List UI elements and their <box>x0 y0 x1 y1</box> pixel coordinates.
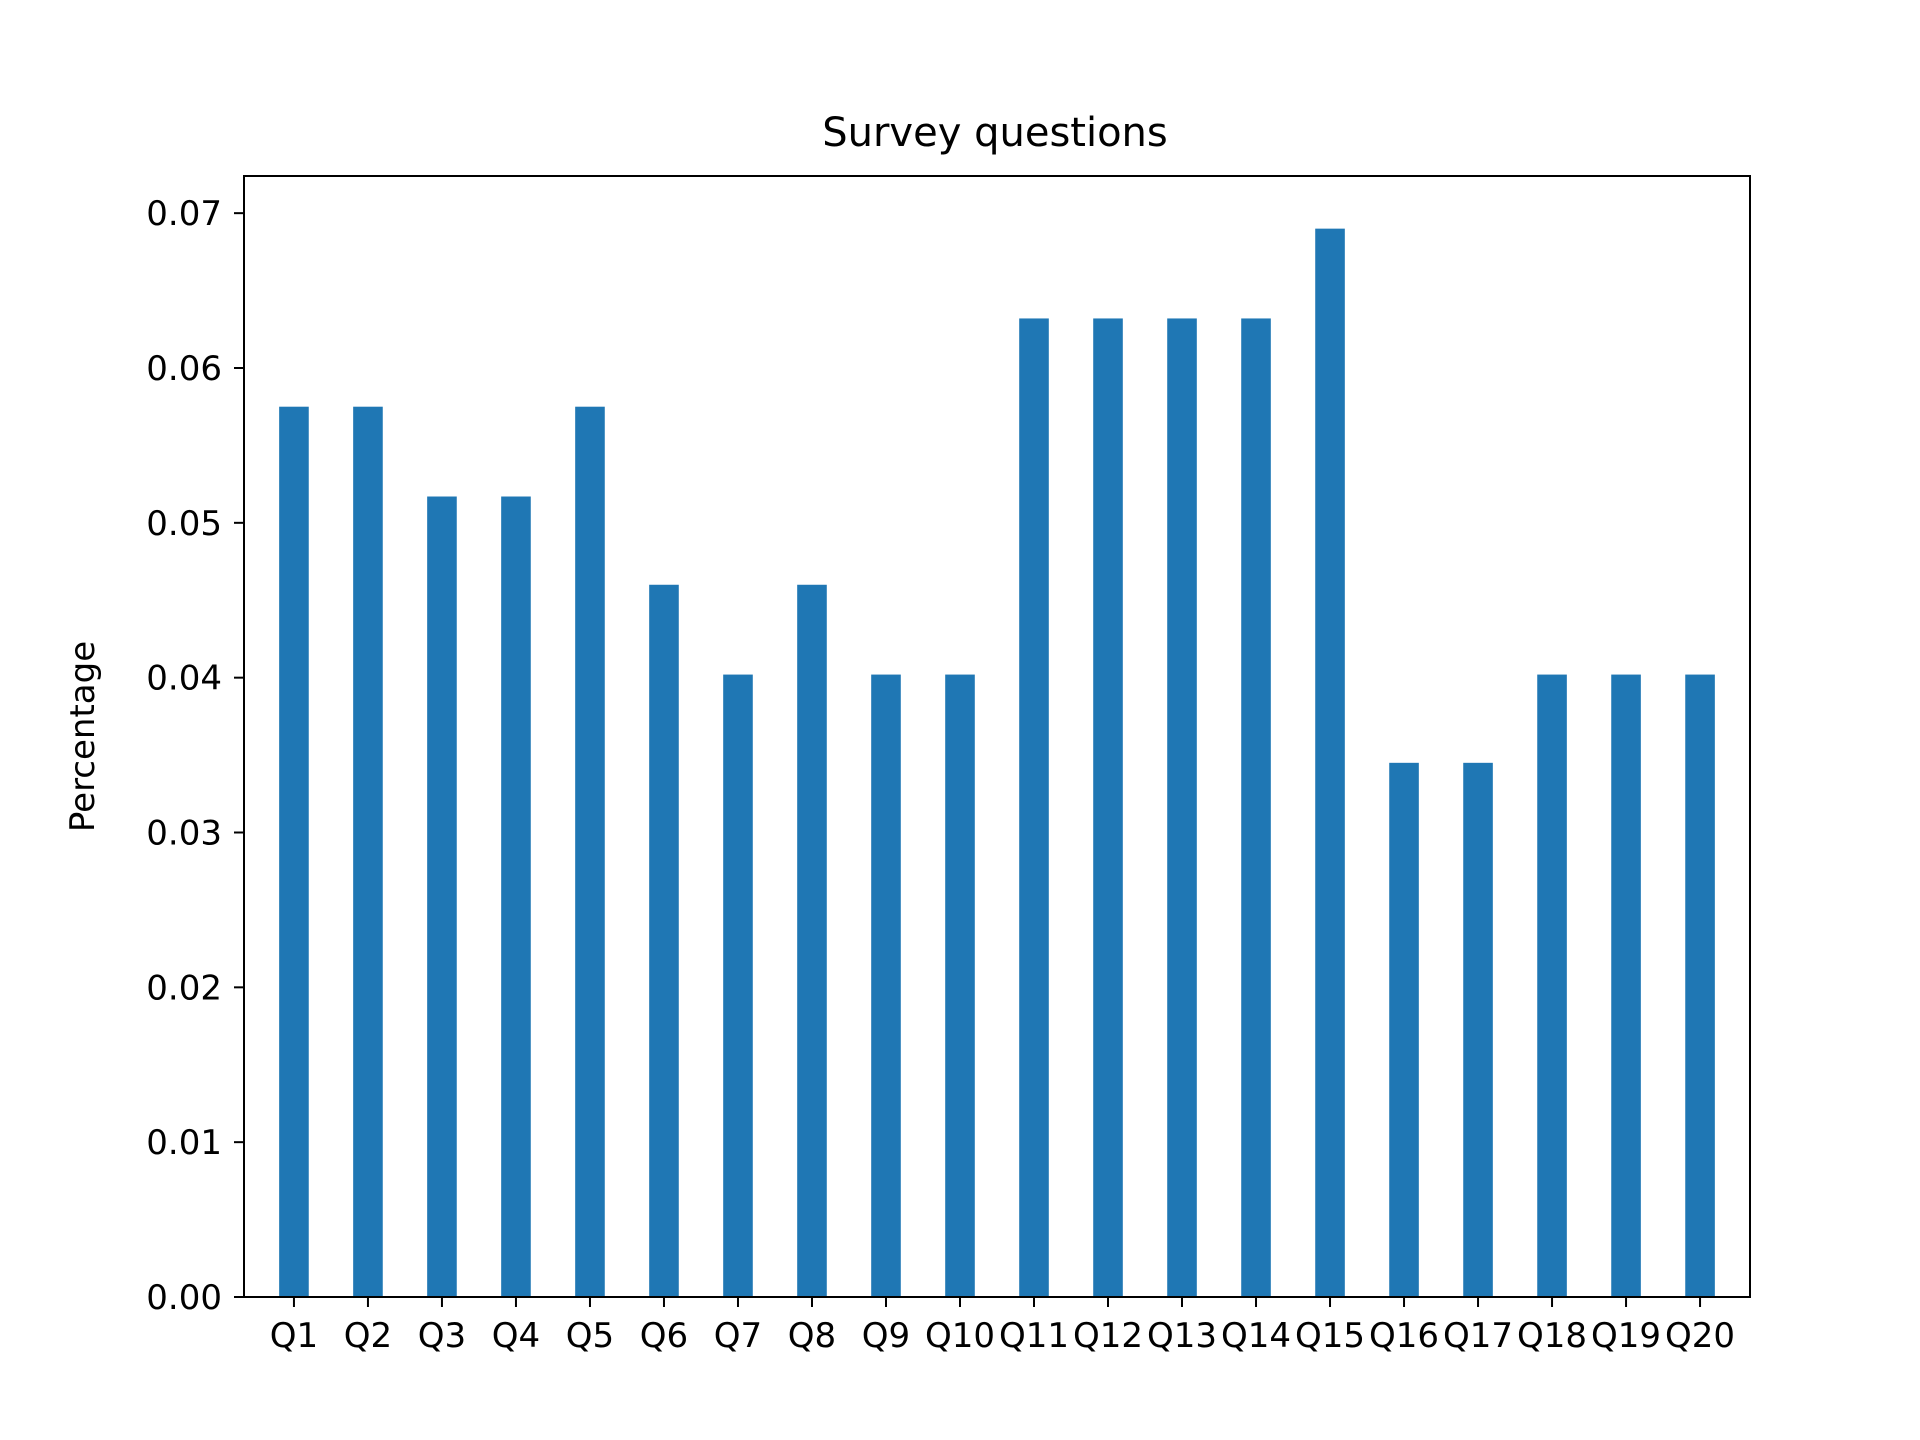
bar-q10 <box>945 674 975 1297</box>
bar-q5 <box>575 406 605 1298</box>
x-tick-label: Q11 <box>999 1316 1069 1356</box>
y-tick-label: 0.05 <box>146 504 222 544</box>
bars-group <box>279 228 1715 1298</box>
bar-q20 <box>1685 674 1715 1297</box>
bar-q14 <box>1241 318 1271 1297</box>
plot-area-frame <box>243 175 1751 1298</box>
x-axis: Q1 Q2 Q3 Q4 Q5 Q6 Q7 Q8 Q9 Q10 Q11 Q12 Q13 Q14 Q15 Q16 Q… <box>270 1297 1735 1356</box>
x-tick-label: Q3 <box>418 1316 466 1356</box>
x-tick-label: Q4 <box>492 1316 540 1356</box>
bar-q7 <box>723 674 753 1297</box>
bar-q16 <box>1389 762 1419 1297</box>
bar-q11 <box>1019 318 1049 1297</box>
y-tick-label: 0.03 <box>146 813 222 853</box>
bar-q3 <box>427 496 457 1297</box>
y-tick-label: 0.00 <box>146 1278 222 1318</box>
y-tick-label: 0.02 <box>146 968 222 1008</box>
x-tick-label: Q13 <box>1147 1316 1217 1356</box>
x-tick-label: Q6 <box>640 1316 688 1356</box>
y-tick-label: 0.04 <box>146 659 222 699</box>
bar-q8 <box>797 584 827 1297</box>
bar-q4 <box>501 496 531 1297</box>
bar-q18 <box>1537 674 1567 1297</box>
x-tick-label: Q19 <box>1591 1316 1661 1356</box>
bar-q17 <box>1463 762 1493 1297</box>
bar-q19 <box>1611 674 1641 1297</box>
bar-q15 <box>1315 228 1345 1297</box>
bar-q12 <box>1093 318 1123 1297</box>
y-tick-label: 0.07 <box>146 194 222 234</box>
chart-title: Survey questions <box>822 110 1168 156</box>
x-tick-label: Q7 <box>714 1316 762 1356</box>
x-tick-label: Q5 <box>566 1316 614 1356</box>
x-tick-label: Q8 <box>788 1316 836 1356</box>
y-axis-label: Percentage <box>63 641 103 832</box>
x-tick-label: Q9 <box>862 1316 910 1356</box>
x-tick-label: Q12 <box>1073 1316 1143 1356</box>
bar-q6 <box>649 584 679 1297</box>
x-tick-label: Q16 <box>1369 1316 1439 1356</box>
y-axis: 0.00 0.01 0.02 0.03 0.04 0.05 0.06 0.07 <box>146 194 244 1318</box>
bar-q9 <box>871 674 901 1297</box>
y-tick-label: 0.01 <box>146 1123 222 1163</box>
bar-q13 <box>1167 318 1197 1297</box>
x-tick-label: Q2 <box>344 1316 392 1356</box>
x-tick-label: Q17 <box>1443 1316 1513 1356</box>
bar-q2 <box>353 406 383 1298</box>
x-tick-label: Q1 <box>270 1316 318 1356</box>
x-tick-label: Q10 <box>925 1316 995 1356</box>
x-tick-label: Q14 <box>1221 1316 1291 1356</box>
bar-q1 <box>279 406 309 1298</box>
x-tick-label: Q18 <box>1517 1316 1587 1356</box>
y-tick-label: 0.06 <box>146 349 222 389</box>
x-tick-label: Q15 <box>1295 1316 1365 1356</box>
x-tick-label: Q20 <box>1665 1316 1735 1356</box>
